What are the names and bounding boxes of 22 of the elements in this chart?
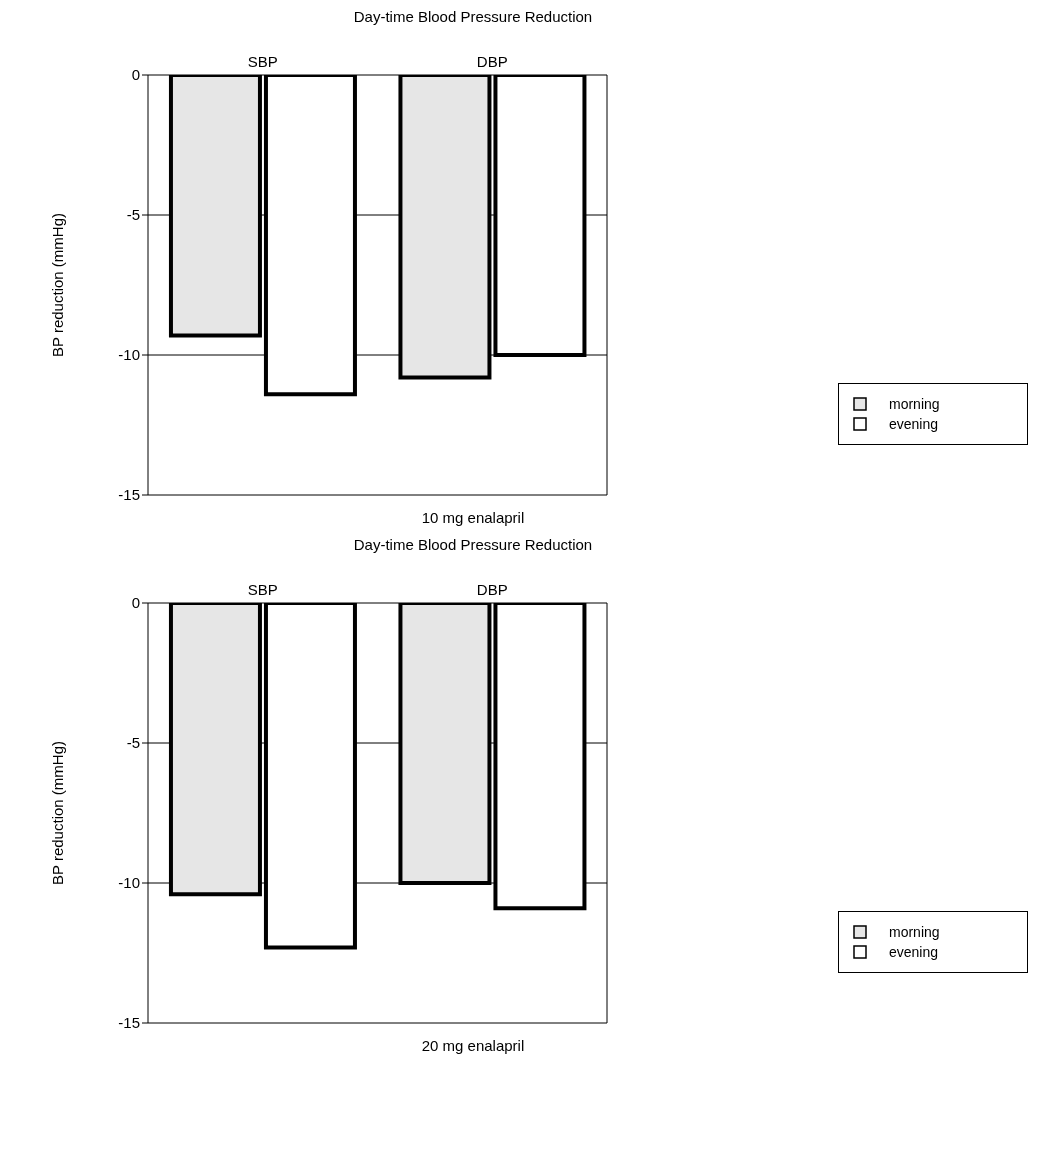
y-axis-title: BP reduction (mmHg) — [49, 213, 67, 357]
y-tick-label: 0 — [131, 66, 140, 84]
legend-label: morning — [889, 396, 940, 412]
y-tick-label: -5 — [126, 734, 140, 752]
y-tick-label: -5 — [126, 206, 140, 224]
y-tick-label: -15 — [118, 486, 140, 504]
y-tick-label: -10 — [118, 874, 140, 892]
legend-label: morning — [889, 924, 940, 940]
x-tick-label: DBP — [476, 53, 508, 70]
y-tick-label: -15 — [118, 1014, 140, 1032]
y-tick-label: 0 — [131, 594, 140, 612]
x-tick-label: DBP — [476, 581, 508, 598]
y-tick-label: -10 — [118, 346, 140, 364]
x-axis-title: 20 mg enalapril — [420, 1037, 526, 1054]
x-axis-title: 10 mg enalapril — [420, 509, 526, 526]
x-tick-label: SBP — [247, 53, 278, 70]
legend-label: evening — [889, 416, 939, 432]
chart-title: Day-time Blood Pressure Reduction — [352, 536, 594, 553]
legend-label: evening — [889, 944, 939, 960]
y-axis-title: BP reduction (mmHg) — [49, 741, 67, 885]
x-tick-label: SBP — [247, 581, 278, 598]
chart-title: Day-time Blood Pressure Reduction — [352, 8, 594, 25]
